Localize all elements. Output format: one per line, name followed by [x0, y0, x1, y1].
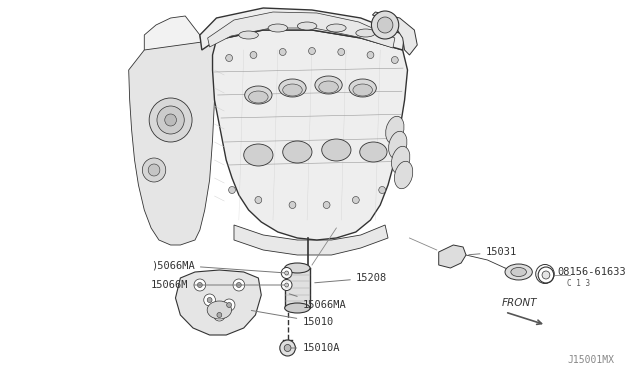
- Circle shape: [279, 48, 286, 55]
- Circle shape: [308, 48, 316, 55]
- Circle shape: [142, 158, 166, 182]
- Ellipse shape: [349, 79, 376, 97]
- Ellipse shape: [248, 91, 268, 103]
- Circle shape: [207, 298, 212, 302]
- Text: 15031: 15031: [468, 247, 516, 257]
- Ellipse shape: [268, 24, 287, 32]
- Ellipse shape: [505, 264, 532, 280]
- Circle shape: [379, 186, 385, 193]
- Polygon shape: [212, 30, 408, 240]
- Circle shape: [392, 57, 398, 64]
- Text: 15208: 15208: [315, 273, 387, 283]
- Text: 08156-61633: 08156-61633: [557, 267, 627, 277]
- Circle shape: [217, 312, 222, 317]
- Circle shape: [197, 282, 202, 288]
- Circle shape: [542, 271, 550, 279]
- Circle shape: [338, 48, 344, 55]
- Polygon shape: [372, 12, 417, 55]
- Circle shape: [255, 196, 262, 203]
- Circle shape: [281, 279, 292, 291]
- Ellipse shape: [283, 141, 312, 163]
- Circle shape: [233, 279, 244, 291]
- Ellipse shape: [315, 76, 342, 94]
- Ellipse shape: [360, 142, 387, 162]
- Circle shape: [323, 202, 330, 208]
- Ellipse shape: [388, 131, 407, 159]
- Circle shape: [285, 283, 289, 287]
- Ellipse shape: [285, 263, 310, 273]
- Text: 15066MA: 15066MA: [289, 294, 346, 310]
- Text: 15010A: 15010A: [291, 343, 340, 353]
- Circle shape: [227, 302, 232, 308]
- Text: )5066MA: )5066MA: [151, 260, 284, 273]
- Circle shape: [280, 340, 296, 356]
- Ellipse shape: [298, 22, 317, 30]
- Circle shape: [204, 294, 216, 306]
- Polygon shape: [175, 270, 261, 335]
- Ellipse shape: [207, 301, 232, 319]
- Circle shape: [228, 186, 236, 193]
- Circle shape: [281, 267, 292, 279]
- Ellipse shape: [239, 31, 259, 39]
- Circle shape: [148, 164, 160, 176]
- Ellipse shape: [322, 139, 351, 161]
- Ellipse shape: [386, 116, 404, 144]
- Text: 15066M: 15066M: [151, 280, 284, 290]
- Polygon shape: [234, 225, 388, 255]
- Ellipse shape: [279, 79, 306, 97]
- Polygon shape: [438, 245, 466, 268]
- Text: J15001MX: J15001MX: [567, 355, 614, 365]
- Circle shape: [353, 196, 359, 203]
- Circle shape: [538, 267, 554, 283]
- Circle shape: [157, 106, 184, 134]
- Text: FRONT: FRONT: [502, 298, 538, 308]
- Circle shape: [289, 202, 296, 208]
- Text: C 1 3: C 1 3: [568, 279, 591, 289]
- Polygon shape: [129, 40, 216, 245]
- Polygon shape: [144, 16, 216, 240]
- Circle shape: [285, 271, 289, 275]
- Circle shape: [378, 17, 393, 33]
- Ellipse shape: [392, 146, 410, 174]
- Ellipse shape: [511, 267, 527, 276]
- Circle shape: [226, 55, 232, 61]
- Circle shape: [367, 51, 374, 58]
- Circle shape: [194, 279, 205, 291]
- Text: 15010: 15010: [252, 311, 333, 327]
- Circle shape: [371, 11, 399, 39]
- Circle shape: [164, 114, 177, 126]
- Ellipse shape: [356, 29, 375, 37]
- Ellipse shape: [394, 161, 413, 189]
- Circle shape: [236, 282, 241, 288]
- Ellipse shape: [285, 303, 310, 313]
- Ellipse shape: [326, 24, 346, 32]
- Ellipse shape: [244, 86, 272, 104]
- Circle shape: [214, 309, 225, 321]
- Circle shape: [149, 98, 192, 142]
- Ellipse shape: [319, 81, 339, 93]
- Polygon shape: [200, 8, 404, 50]
- Bar: [285, 268, 310, 308]
- Polygon shape: [207, 12, 395, 48]
- Circle shape: [250, 51, 257, 58]
- Ellipse shape: [244, 144, 273, 166]
- Ellipse shape: [283, 84, 302, 96]
- Circle shape: [223, 299, 235, 311]
- Circle shape: [284, 344, 291, 352]
- Ellipse shape: [353, 84, 372, 96]
